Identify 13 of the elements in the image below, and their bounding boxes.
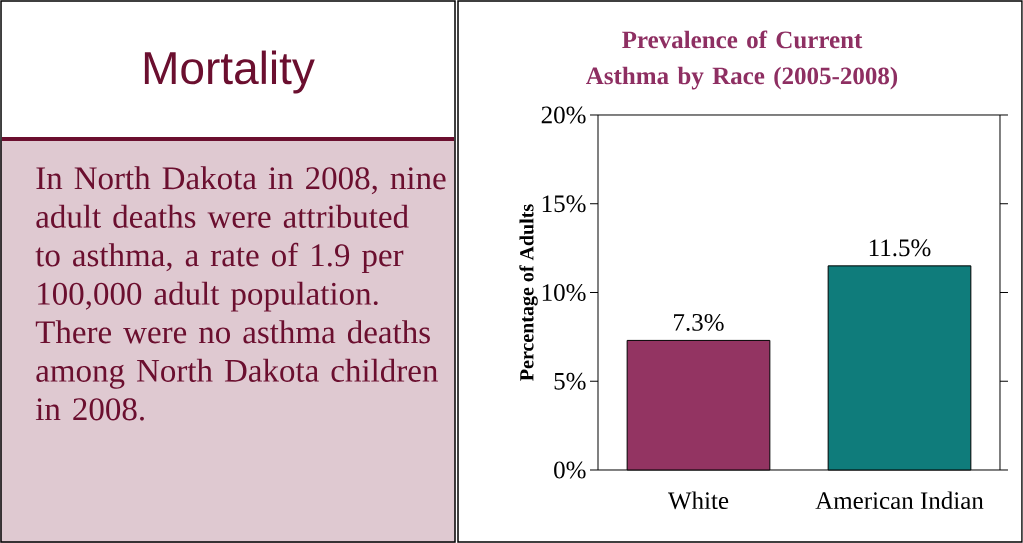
data-label: 11.5% bbox=[869, 239, 931, 257]
x-tick-label: White bbox=[667, 491, 729, 510]
y-tick-label: 5% bbox=[554, 372, 586, 390]
text: Mortality bbox=[144, 50, 315, 94]
data-label: 7.3% bbox=[674, 313, 724, 331]
x-tick-label: American Indian bbox=[815, 491, 984, 510]
text: In North Dakota in 2008, nine adult deaths were attributed to asthma, a rate of 1.9 per 100,000 adult population. There were no asthma deaths among North Dakota children in 2008. bbox=[35, 166, 446, 421]
y-axis-title: Percentage of Adults bbox=[519, 204, 538, 381]
chart-title: Prevalence of Current Asthma by Race (2005-2008) bbox=[586, 30, 898, 90]
y-tick-label: 15% bbox=[542, 195, 586, 213]
y-tick-label: 20% bbox=[541, 106, 586, 124]
y-tick-label: 10% bbox=[542, 284, 586, 301]
y-tick-label: 0% bbox=[554, 461, 586, 479]
